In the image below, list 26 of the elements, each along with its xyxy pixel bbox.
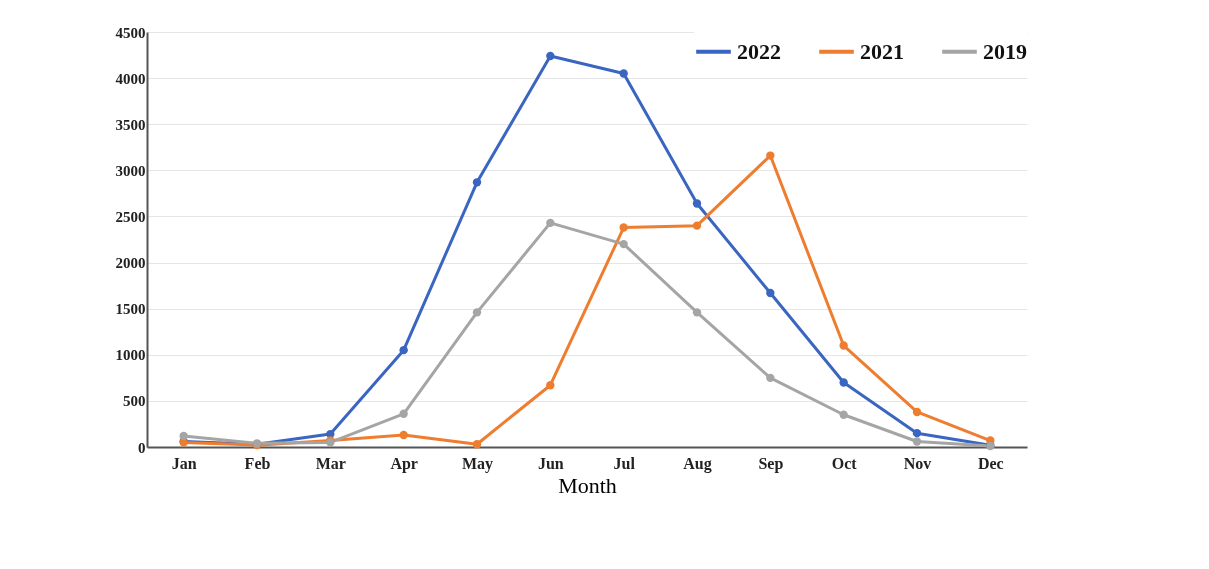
y-tick-label: 3000 [115, 162, 146, 179]
x-tick-label: Sep [758, 454, 784, 473]
y-tick-label: 4000 [115, 70, 146, 87]
x-tick-label: Aug [683, 454, 712, 473]
y-tick-label: 4500 [115, 24, 146, 41]
y-tick-label: 2000 [115, 255, 146, 272]
legend-label: 2019 [983, 38, 1027, 64]
y-tick-label: 1000 [115, 347, 146, 364]
x-tick-label: May [461, 454, 494, 473]
y-tick-label: 500 [123, 393, 146, 410]
y-tick-label: 0 [138, 439, 146, 456]
x-tick-label: Jun [537, 454, 564, 472]
x-tick-label: Oct [831, 454, 858, 472]
x-tick-label: Dec [977, 454, 1004, 472]
x-tick-label: Jan [171, 454, 197, 472]
y-tick-label: 1500 [115, 301, 146, 318]
x-tick-label: Mar [315, 454, 346, 472]
legend-label: 2022 [737, 38, 781, 64]
y-tick-label: 3500 [115, 116, 146, 133]
x-tick-label: Feb [244, 454, 271, 472]
x-tick-label: Nov [903, 454, 932, 472]
legend-label: 2021 [860, 38, 904, 64]
x-tick-label: Jul [613, 454, 636, 472]
y-tick-label: 2500 [115, 208, 146, 225]
x-axis-title: Month [558, 472, 617, 498]
x-tick-label: Apr [390, 454, 418, 473]
